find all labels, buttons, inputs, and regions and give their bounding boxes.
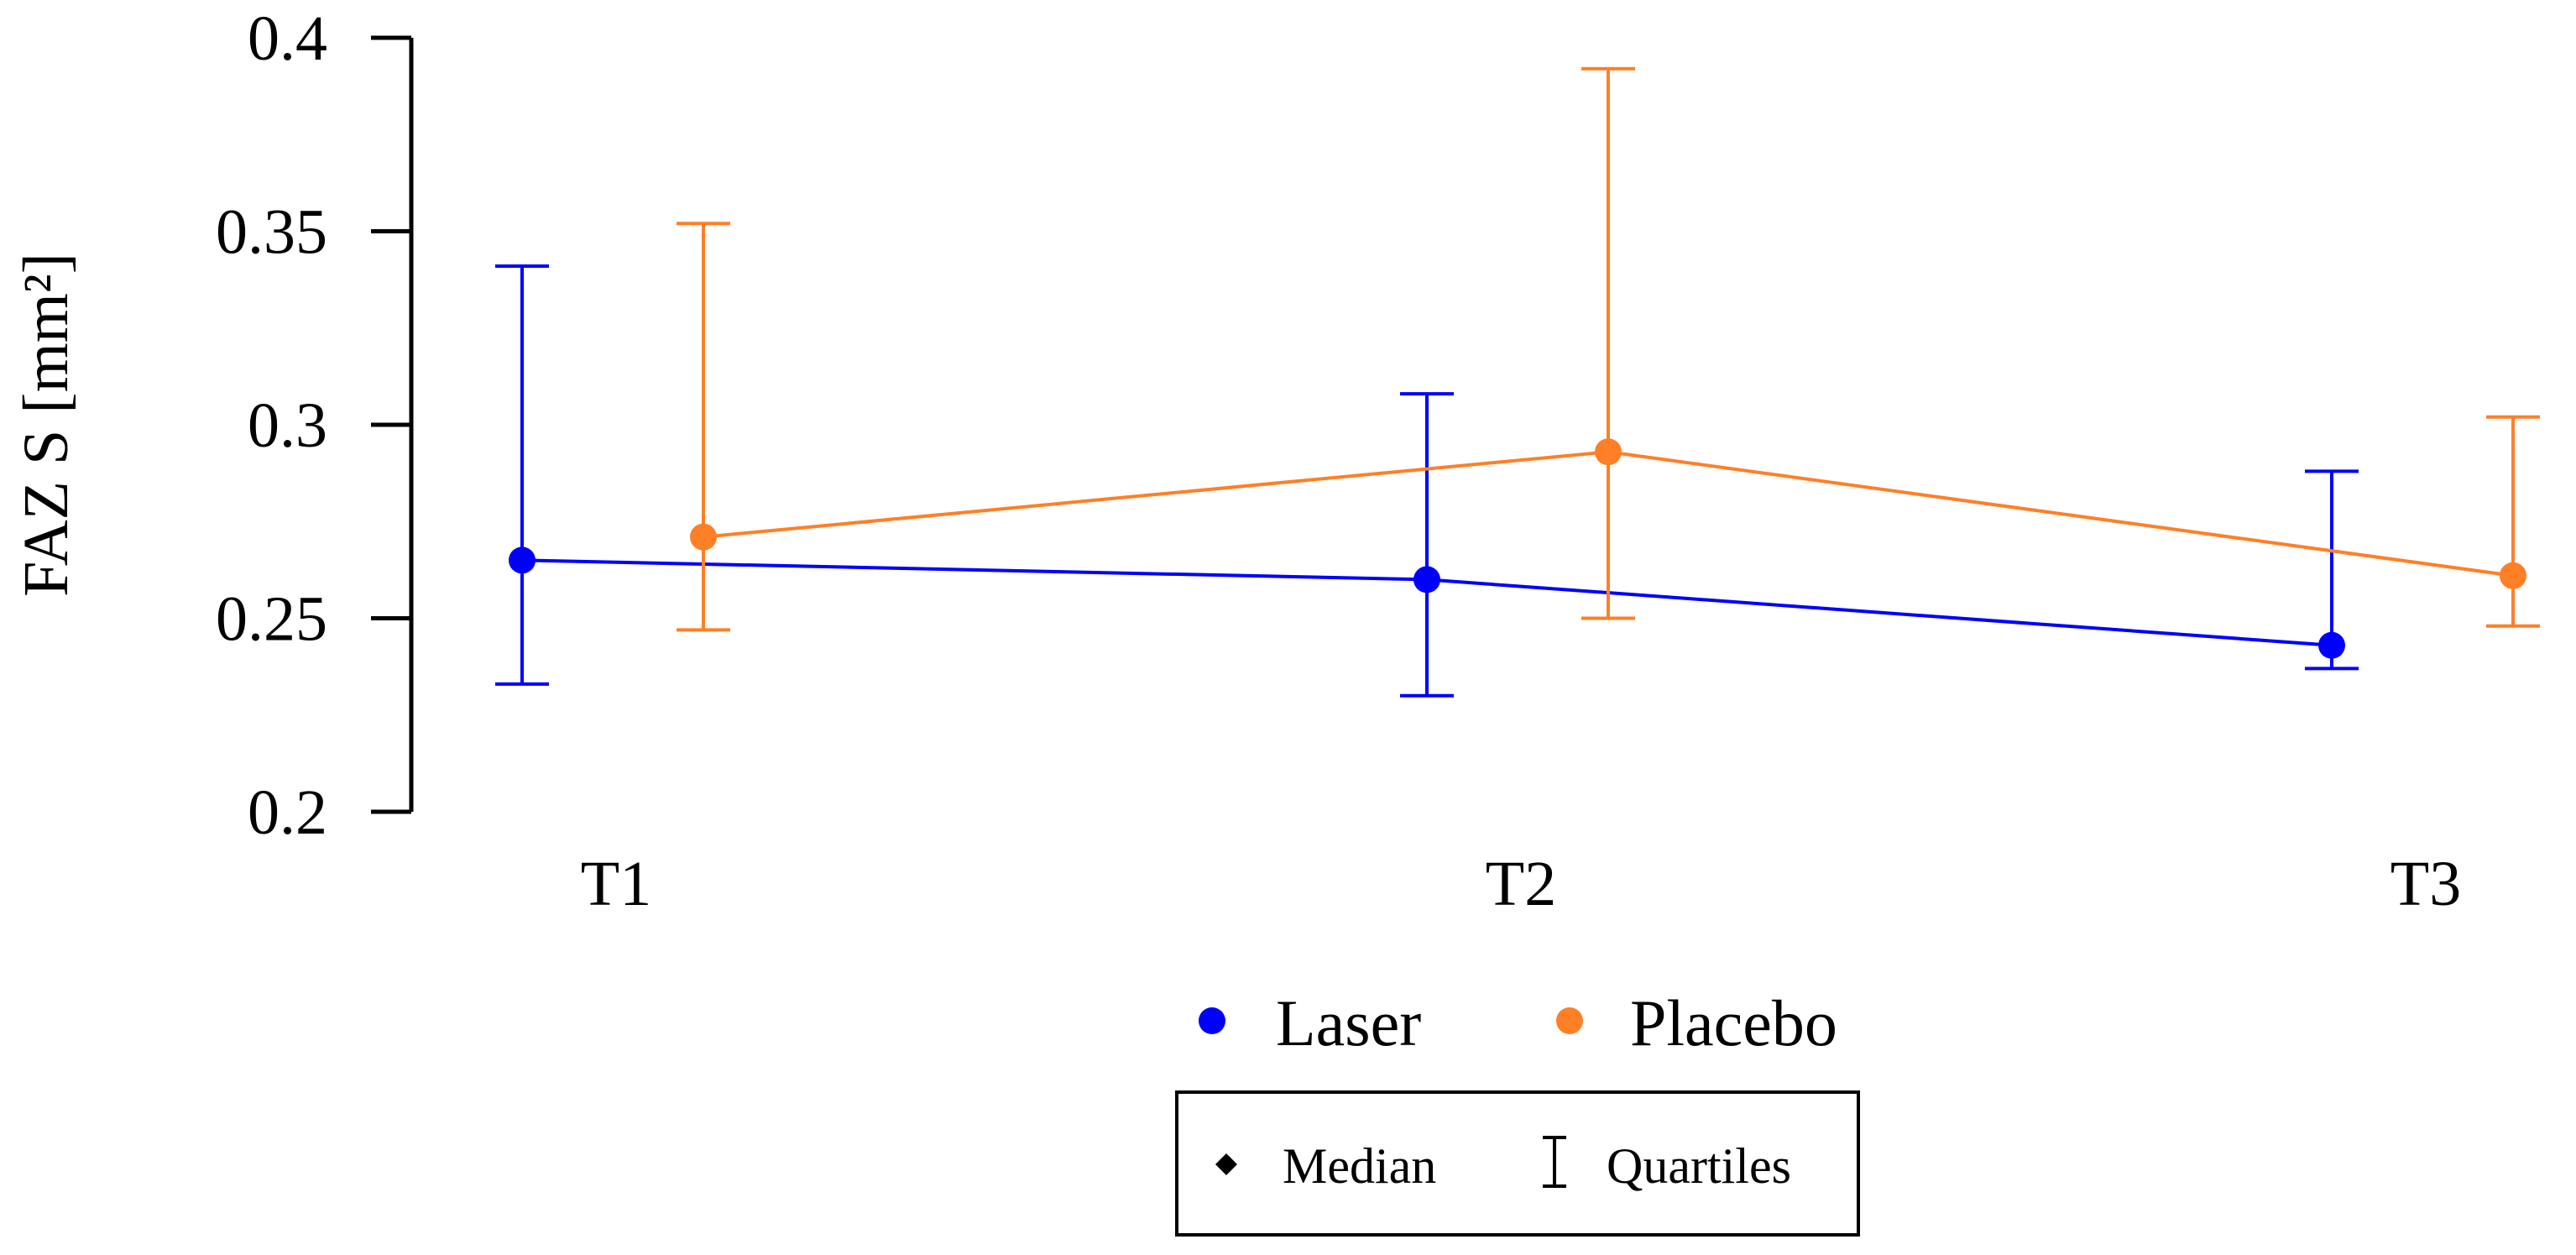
quartiles-legend-label: Quartiles [1607, 1138, 1791, 1194]
y-tick-label: 0.3 [248, 390, 327, 461]
median-point [2318, 631, 2345, 659]
y-tick-label: 0.2 [248, 777, 327, 848]
median-diamond-icon [1215, 1153, 1237, 1175]
median-point [690, 523, 717, 551]
x-tick-label: T3 [2391, 849, 2461, 919]
legend-placebo-marker [1556, 1007, 1583, 1034]
median-point [2500, 562, 2526, 589]
y-ticks: 0.2 0.25 0.3 0.35 0.4 [216, 3, 411, 848]
series-placebo [677, 66, 2540, 632]
series-legend: Laser Placebo [1199, 986, 1837, 1059]
median-point [1595, 438, 1622, 466]
legend-laser-marker [1199, 1007, 1225, 1034]
y-tick-label: 0.35 [216, 197, 327, 268]
statistic-legend-box [1175, 1090, 1860, 1237]
median-point [509, 546, 536, 574]
x-tick-label: T2 [1486, 849, 1556, 919]
quartiles-bar-icon [1543, 1136, 1566, 1188]
y-tick-label: 0.4 [248, 3, 327, 74]
median-point [1413, 566, 1440, 594]
series-laser [495, 264, 2359, 698]
y-tick-label: 0.25 [216, 584, 327, 655]
statistic-legend: Median Quartiles [1175, 1090, 1860, 1237]
y-axis-title: FAZ S [mm²] [11, 253, 81, 597]
x-ticks: T1 T2 T3 [581, 849, 2461, 919]
median-legend-label: Median [1283, 1138, 1436, 1194]
x-tick-label: T1 [581, 849, 651, 919]
plot-area [495, 66, 2540, 698]
legend-placebo-label: Placebo [1630, 986, 1837, 1059]
legend-laser-label: Laser [1276, 986, 1421, 1059]
